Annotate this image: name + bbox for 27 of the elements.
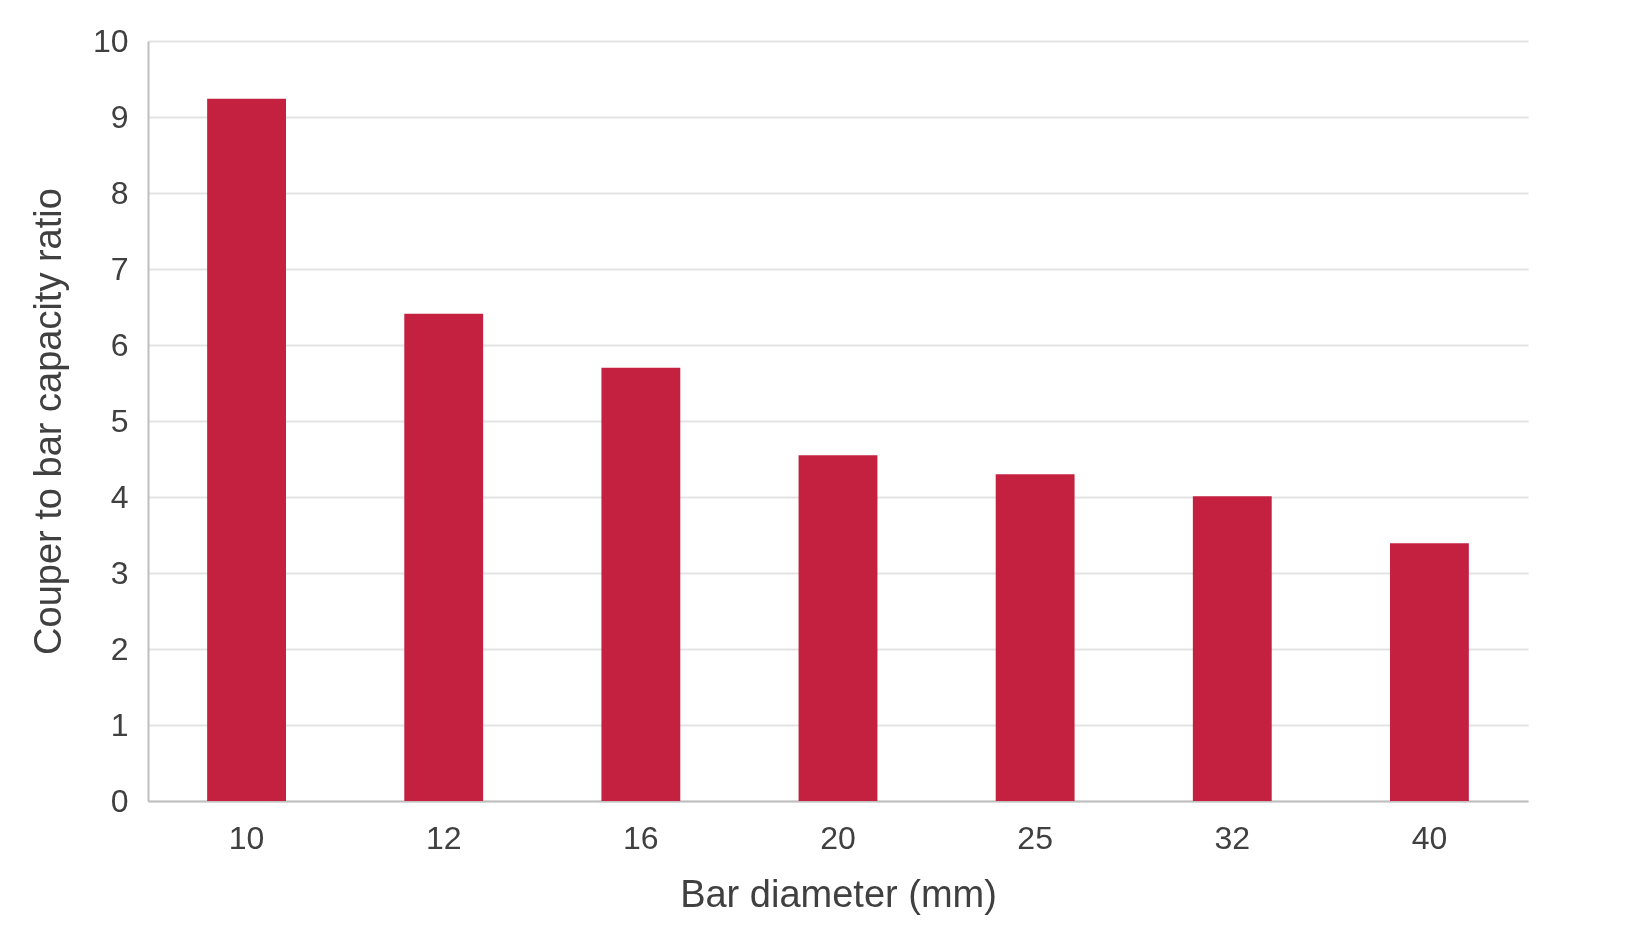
y-tick-label: 2 <box>110 630 129 667</box>
bar <box>995 474 1075 801</box>
bar <box>798 455 878 801</box>
y-tick-label: 9 <box>110 98 129 135</box>
bar <box>601 367 681 801</box>
y-tick-label: 10 <box>92 22 129 59</box>
y-tick-label: 0 <box>110 782 129 819</box>
y-tick-label: 7 <box>110 250 129 287</box>
bar <box>404 313 484 801</box>
x-tick-label: 25 <box>1017 819 1053 856</box>
y-tick-label: 6 <box>110 326 129 363</box>
y-tick-label: 5 <box>110 402 129 439</box>
x-tick-label: 40 <box>1411 819 1448 856</box>
y-tick-label: 8 <box>110 174 129 211</box>
bar <box>207 98 286 801</box>
x-tick-label: 20 <box>820 819 856 856</box>
y-tick-label: 1 <box>110 706 129 743</box>
x-tick-label: 12 <box>425 819 462 856</box>
y-tick-label: 3 <box>110 554 129 591</box>
bar <box>1390 543 1469 801</box>
x-tick-label: 10 <box>228 819 265 856</box>
x-axis-title: Bar diameter (mm) <box>680 872 997 915</box>
y-axis-title: Couper to bar capacity ratio <box>26 188 69 655</box>
x-tick-label: 16 <box>623 819 659 856</box>
y-tick-label: 4 <box>110 478 129 515</box>
x-tick-label: 32 <box>1214 819 1251 856</box>
bar <box>1192 496 1272 801</box>
